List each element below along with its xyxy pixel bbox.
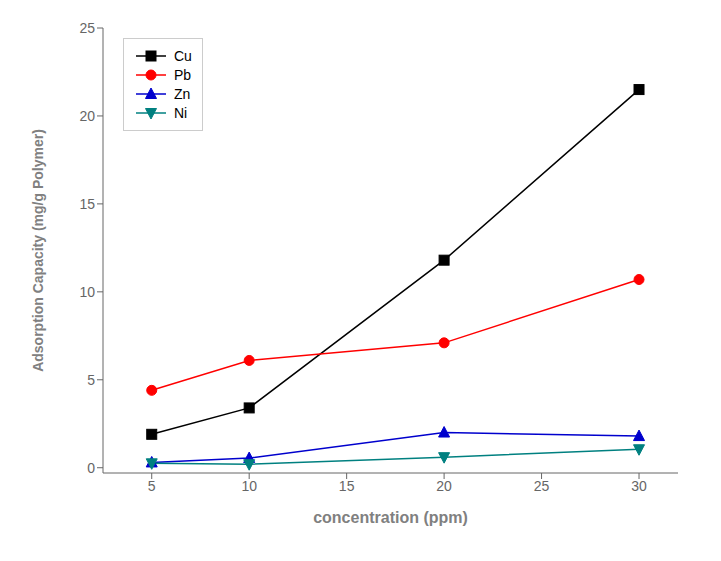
html-text:Zn: Zn	[174, 86, 191, 102]
svg-text:0: 0	[87, 460, 95, 476]
svg-text:concentration (ppm): concentration (ppm)	[313, 509, 468, 526]
svg-text:10: 10	[241, 478, 257, 494]
svg-text:25: 25	[79, 20, 95, 36]
svg-text:10: 10	[79, 284, 95, 300]
svg-text:20: 20	[436, 478, 452, 494]
svg-text:Adsorption Capacity (mg/g Poly: Adsorption Capacity (mg/g Polymer)	[30, 129, 46, 372]
svg-text:20: 20	[79, 108, 95, 124]
html-text:Ni: Ni	[174, 105, 188, 121]
html-text:Pb: Pb	[174, 67, 192, 83]
svg-text:15: 15	[339, 478, 355, 494]
html-text:Cu: Cu	[174, 48, 192, 64]
svg-text:25: 25	[534, 478, 550, 494]
svg-text:5: 5	[87, 372, 95, 388]
svg-text:15: 15	[79, 196, 95, 212]
svg-text:30: 30	[631, 478, 647, 494]
svg-text:5: 5	[148, 478, 156, 494]
